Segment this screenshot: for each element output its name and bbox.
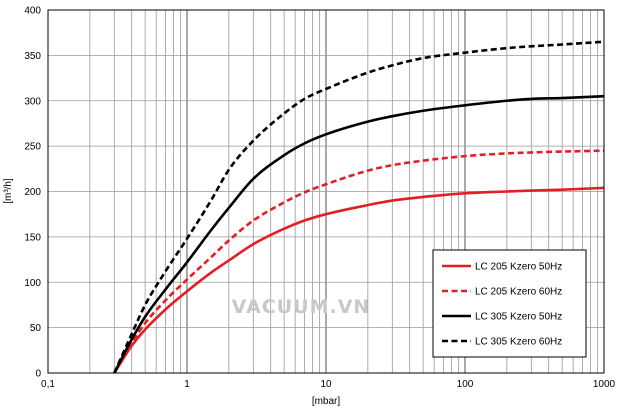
legend-label-lc-205-kzero-50hz: LC 205 Kzero 50Hz — [475, 262, 562, 273]
x-tick-label: 0,1 — [41, 379, 55, 390]
series-line-lc-205-kzero-60hz — [113, 149, 605, 374]
x-axis-title: [mbar] — [312, 396, 341, 407]
legend-label-lc-205-kzero-60hz: LC 205 Kzero 60Hz — [475, 287, 562, 298]
x-tick-label: 10 — [320, 379, 332, 390]
series-line-lc-305-kzero-60hz — [113, 40, 605, 374]
y-tick-label: 200 — [24, 187, 41, 198]
plot-frame — [47, 9, 605, 374]
series-lines — [113, 40, 605, 374]
series-line-lc-305-kzero-50hz — [113, 94, 605, 374]
x-tick-label: 1000 — [593, 379, 616, 390]
series-line-lc-205-kzero-50hz — [113, 186, 605, 374]
y-axis-title: [m³/h] — [3, 178, 14, 204]
legend-label-lc-305-kzero-60hz: LC 305 Kzero 60Hz — [475, 337, 562, 348]
y-tick-label: 400 — [24, 6, 41, 17]
x-tick-label: 1 — [184, 379, 190, 390]
y-tick-label: 300 — [24, 96, 41, 107]
y-tick-label: 0 — [35, 369, 41, 380]
tick-labels: 0 50 100 150 200 250 300 350 400 0,1 1 10 100 1000 — [24, 6, 615, 391]
y-tick-label: 250 — [24, 142, 41, 153]
legend-box — [432, 249, 587, 358]
legend-label-lc-305-kzero-50hz: LC 305 Kzero 50Hz — [475, 312, 562, 323]
y-tick-label: 350 — [24, 51, 41, 62]
y-tick-label: 100 — [24, 278, 41, 289]
legend: LC 205 Kzero 50Hz LC 205 Kzero 60Hz LC 305… — [432, 249, 587, 358]
y-tick-label: 150 — [24, 232, 41, 243]
watermark-text: VACUUM.VN — [232, 296, 371, 318]
x-tick-label: 100 — [457, 379, 474, 390]
y-tick-label: 50 — [30, 323, 42, 334]
